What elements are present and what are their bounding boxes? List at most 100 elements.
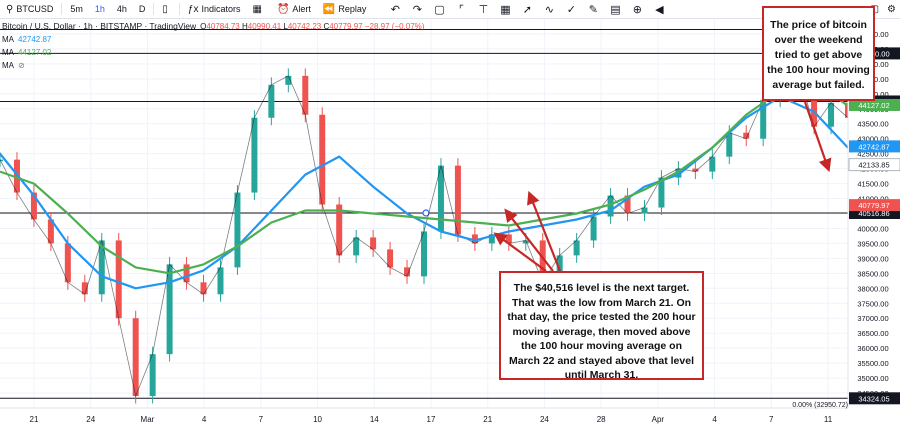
price-candle [590,216,597,241]
replay-button[interactable]: ⏪ Replay [317,0,372,18]
price-candle [454,165,461,235]
indicators-button[interactable]: ƒx Indicators [182,0,247,18]
legend-title: Bitcoin / U.S. Dollar · 1h · BITSTAMP · … [2,21,197,31]
price-candle [285,75,292,85]
templates-button[interactable]: ▦ [247,0,271,18]
price-badge-label: 42742.87 [858,142,889,151]
level-badge-label: 34324.05 [858,394,889,403]
price-tick-label: 41000.00 [857,195,888,204]
ma3-label: MA [2,61,14,70]
time-tick-label: 10 [313,415,322,424]
time-axis-bg [0,408,900,429]
alarm-clock-icon: ⏰ [276,3,290,15]
price-candle [421,231,427,277]
time-tick-label: 14 [370,415,379,424]
price-candle [183,264,190,283]
price-candle [828,102,835,127]
search-icon: ⚲ [6,3,14,15]
measure-tool-icon[interactable]: ▤ [610,3,621,16]
fib-tool-icon[interactable]: ✓ [566,3,576,16]
time-axis: 21 24 Mar 4 7 10 14 17 21 24 28 Apr 4 7 11 [0,407,900,429]
price-candle [505,234,512,244]
interval-1h[interactable]: 1h [89,0,111,18]
level-badge-label: 40516.86 [858,209,889,218]
zoom-tool-icon[interactable]: ⊕ [632,3,642,16]
price-candle [47,219,54,244]
legend-ma2-row[interactable]: MA 44127.02 [2,46,424,59]
symbol-search[interactable]: ⚲ BTCUSD [0,0,59,18]
ma2-path [0,80,849,275]
price-badge-label: 42133.85 [858,161,889,170]
alert-button[interactable]: ⏰ Alert [271,0,317,18]
annotation-weekend: The price of bitcoin over the weekend tr… [762,6,875,101]
brush-tool-icon[interactable]: ✎ [588,3,598,16]
rectangle-tool-icon[interactable]: ▢ [434,3,445,16]
redo-icon[interactable]: ↷ [412,3,422,16]
line-tool-icon[interactable]: ➚ [522,3,532,16]
price-candle [251,117,258,193]
price-badge [849,199,900,212]
toolbar-divider [61,3,63,15]
text-tool-icon[interactable]: ⊤ [478,3,489,16]
price-tick-label: 42500.00 [857,150,888,159]
eraser-tool-icon[interactable]: ◀ [655,3,664,16]
annotation-arrow [803,101,832,173]
price-tick-label: 35000.00 [857,374,888,383]
legend-title-row: Bitcoin / U.S. Dollar · 1h · BITSTAMP · … [2,20,424,33]
price-candle [743,132,750,139]
price-candle [64,243,71,283]
price-candle [709,156,716,172]
price-tick-label: 38000.00 [857,284,888,293]
trend-tool-icon[interactable]: ∿ [544,3,554,16]
annotation-next-target: The $40,516 level is the next target. Th… [499,271,704,381]
crosshair-tool-icon[interactable]: ▦ [500,3,511,16]
toolbar-divider [153,3,155,15]
replay-label: Replay [338,4,367,14]
price-candle [217,267,224,295]
price-candle [115,240,122,319]
grid-icon: ▦ [252,3,262,15]
ma1-label: MA [2,35,14,44]
price-candle [98,240,105,295]
price-badge-label: 44127.02 [858,101,889,110]
undo-icon[interactable]: ↶ [390,3,400,16]
price-candle [149,354,156,397]
interval-5m[interactable]: 5m [64,0,89,18]
interval-4h[interactable]: 4h [111,0,133,18]
price-line [0,66,849,398]
time-tick-label: 4 [712,415,717,424]
horizontal-levels [0,28,848,399]
change-value: −28.97 (−0.07%) [364,22,425,31]
interval-5m-label: 5m [70,4,83,14]
price-candle [30,192,37,220]
price-candle [336,204,343,256]
chart-type-button[interactable]: ▯ [156,0,177,18]
price-tick-label: 43000.00 [857,135,888,144]
annotation-arrow [504,208,554,272]
settings-icon[interactable]: ⚙ [887,3,896,15]
open-label: O [200,22,207,31]
price-candle [573,240,580,256]
ma1-value: 42742.87 [18,35,52,44]
eye-slash-icon[interactable]: ⊘ [18,61,25,70]
top-toolbar: ⚲ BTCUSD 5m 1h 4h D ▯ ƒx Indicators ▦ ⏰ … [0,0,900,19]
interval-d[interactable]: D [133,0,152,18]
symbol-label: BTCUSD [16,4,54,14]
time-tick-label: 7 [259,415,264,424]
price-candle [658,177,665,208]
time-tick-label: 21 [483,415,492,424]
price-candle [200,282,207,295]
indicators-label: Indicators [201,4,241,14]
interval-4h-label: 4h [116,4,127,14]
time-tick-label: 21 [30,415,39,424]
ohlc-values: O40784.73 H40990.41 L40742.23 C40779.97 … [200,20,424,33]
price-badge [849,140,900,153]
time-tick-label: 4 [202,415,207,424]
close-label: C [323,22,330,31]
high-label: H [242,22,248,31]
path-tool-icon[interactable]: ⌜ [458,3,464,16]
interval-d-label: D [138,4,146,14]
legend-ma1-row[interactable]: MA 42742.87 [2,33,424,46]
legend-ma3-row[interactable]: MA ⊘ [2,59,424,72]
price-tick-label: 39500.00 [857,239,888,248]
